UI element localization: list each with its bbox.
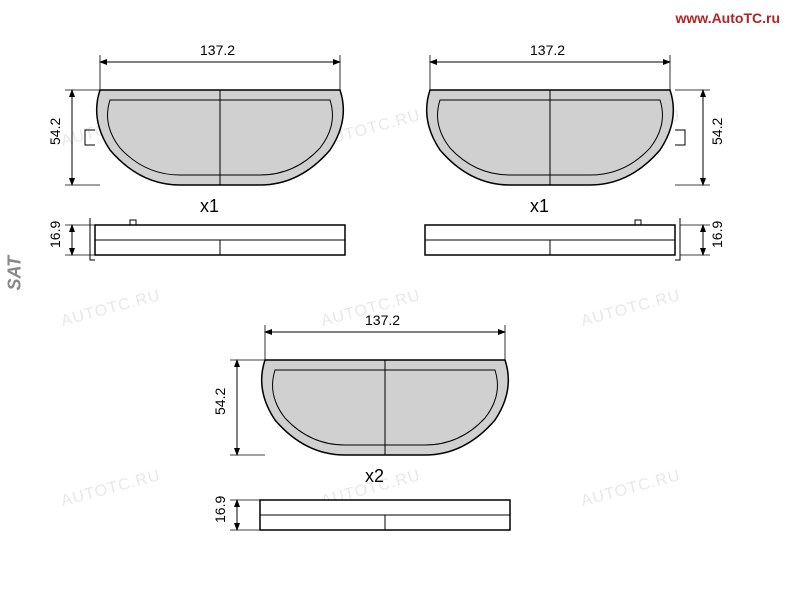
pad-top-left: 137.2 54.2 x1 [47,42,343,216]
dim-width: 137.2 [365,312,400,328]
diagram-container: AUTOTC.RU AUTOTC.RU AUTOTC.RU AUTOTC.RU … [0,0,800,600]
dim-width: 137.2 [200,42,235,58]
qty-right: x1 [530,196,549,216]
qty-bottom: x2 [365,466,384,486]
qty-left: x1 [200,196,219,216]
dim-width: 137.2 [530,42,565,58]
side-right: 16.9 [425,218,725,260]
dim-height: 54.2 [212,388,228,415]
dim-thickness: 16.9 [709,221,725,248]
dim-thickness: 16.9 [212,496,228,523]
pad-bottom: 137.2 54.2 x2 [212,312,508,486]
side-bottom: 16.9 [212,496,510,530]
dim-height: 54.2 [47,118,63,145]
side-left: 16.9 [47,218,345,260]
dim-thickness: 16.9 [47,221,63,248]
diagram-svg: 137.2 54.2 x1 137.2 54.2 [0,0,800,600]
dim-height: 54.2 [709,118,725,145]
pad-top-right: 137.2 54.2 x1 [427,42,725,216]
